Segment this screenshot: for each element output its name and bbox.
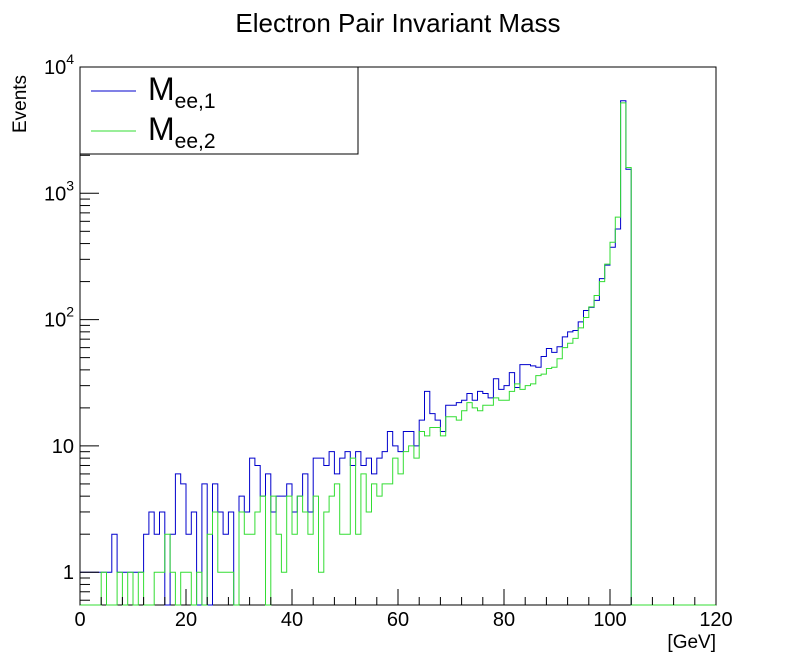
y-tick-label: 102 — [44, 304, 74, 332]
y-tick-label-base: 10 — [44, 57, 66, 79]
y-tick-label: 1 — [63, 562, 74, 584]
x-axis-label: [GeV] — [667, 632, 716, 653]
y-tick-label: 104 — [44, 51, 74, 79]
y-tick-label-base: 10 — [44, 183, 66, 205]
x-tick-label: 60 — [387, 609, 409, 631]
y-tick-label-base: 10 — [52, 436, 74, 458]
y-tick-label-base: 1 — [63, 562, 74, 584]
x-axis-ticks: 0 20 40 60 80 100 120 — [74, 589, 732, 631]
y-tick-label-exponent: 3 — [66, 177, 74, 193]
y-tick-label-exponent: 4 — [66, 51, 74, 67]
x-tick-label: 20 — [175, 609, 197, 631]
x-tick-label: 80 — [493, 609, 515, 631]
series-layer — [80, 101, 716, 605]
y-tick-label: 10 — [52, 436, 74, 458]
y-tick-label: 103 — [44, 177, 74, 205]
chart-title: Electron Pair Invariant Mass — [235, 8, 560, 38]
legend-label-series-2-main: M — [148, 111, 175, 147]
x-tick-label: 120 — [699, 609, 732, 631]
legend-box — [80, 67, 358, 154]
y-tick-label-exponent: 2 — [66, 304, 74, 320]
x-tick-label: 100 — [593, 609, 626, 631]
legend-label-series-1-main: M — [148, 71, 175, 107]
x-tick-label: 40 — [281, 609, 303, 631]
y-tick-label-base: 10 — [44, 310, 66, 332]
legend-label-series-2-subscript: ee,2 — [175, 130, 216, 153]
x-tick-label: 0 — [74, 609, 85, 631]
legend-label-series-1-subscript: ee,1 — [175, 90, 216, 113]
y-axis-label: Events — [10, 75, 31, 133]
histogram-chart: Electron Pair Invariant Mass 11010210310… — [0, 0, 796, 672]
legend: Mee,1 Mee,2 — [80, 67, 358, 154]
